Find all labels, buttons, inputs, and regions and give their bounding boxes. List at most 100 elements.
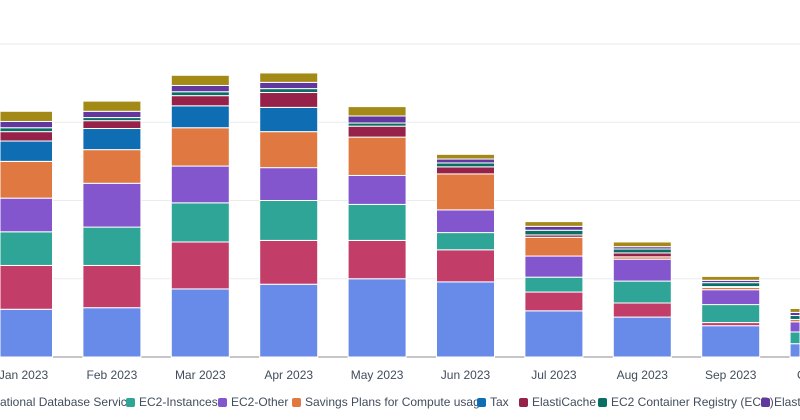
bar-segment	[0, 264, 53, 310]
legend-marker	[218, 398, 227, 407]
bar-segment	[436, 232, 495, 251]
bar-segment	[701, 275, 761, 281]
bar-segment	[347, 106, 407, 117]
bar-segment	[436, 281, 495, 358]
bar-segment	[612, 302, 672, 318]
bar-segment	[612, 241, 672, 248]
bar-segment	[612, 258, 672, 282]
bar-segment	[259, 81, 319, 90]
bar-segment	[170, 84, 230, 93]
bar-segment	[524, 236, 584, 257]
x-tick-label: Sep 2023	[705, 368, 757, 382]
bar-segment	[170, 165, 230, 204]
bar-segment	[436, 166, 495, 175]
x-tick-label: May 2023	[351, 368, 404, 382]
legend-label: Elasti	[774, 395, 800, 409]
bar-segment	[701, 325, 761, 358]
bar-segment	[347, 239, 407, 280]
bar-segment	[347, 136, 407, 176]
x-tick-label: Jan 2023	[0, 368, 49, 382]
bar-segment	[82, 264, 142, 309]
bar-segment	[170, 241, 230, 290]
legend-marker	[477, 398, 486, 407]
bar-segment	[170, 95, 230, 107]
bar-segment	[82, 149, 142, 184]
bar-segment	[82, 100, 142, 112]
bar-segment	[524, 229, 584, 236]
bar-segment	[436, 153, 495, 160]
bar-segment	[789, 315, 800, 320]
bar-segment	[259, 72, 319, 83]
legend-marker	[598, 398, 607, 407]
x-tick-label: Apr 2023	[264, 368, 313, 382]
bar-segment	[0, 120, 53, 129]
bar-segment	[170, 127, 230, 167]
bar-segment	[0, 131, 53, 142]
bar-segment	[436, 173, 495, 211]
bar-segment	[789, 331, 800, 345]
bar-segment	[612, 252, 672, 258]
bar-segment	[259, 88, 319, 94]
bar-segment	[436, 162, 495, 168]
bar-segment	[259, 106, 319, 133]
legend-label: EC2-Other	[231, 395, 288, 409]
bar-segment	[170, 288, 230, 358]
legend-marker	[761, 398, 770, 407]
bar-segment	[524, 255, 584, 278]
bar-segment	[612, 248, 672, 254]
bar-segment	[0, 231, 53, 266]
legend-label: Tax	[490, 395, 509, 409]
bar-segment	[259, 283, 319, 358]
bar-segment	[259, 92, 319, 108]
legend-label: EC2 Container Registry (ECR)	[611, 395, 774, 409]
bar-segment	[612, 316, 672, 358]
bar-segment	[789, 321, 800, 333]
bar-segment	[82, 128, 142, 151]
x-tick-label: Mar 2023	[175, 368, 226, 382]
bar-segment	[82, 226, 142, 266]
bar-segment	[347, 278, 407, 358]
bar-segment	[347, 115, 407, 124]
bar-segment	[701, 289, 761, 306]
x-tick-label: O	[797, 368, 800, 382]
bar-segment	[789, 307, 800, 313]
bar-segment	[524, 291, 584, 312]
x-tick-label: Jun 2023	[441, 368, 491, 382]
bar-segment	[0, 140, 53, 162]
bar-segment	[347, 203, 407, 241]
bar-segment	[170, 91, 230, 97]
bar-segment	[524, 276, 584, 293]
bar-segment	[82, 182, 142, 228]
bar-segment	[436, 209, 495, 234]
bar-segment	[436, 249, 495, 283]
bar-segment	[259, 131, 319, 169]
bar-segment	[789, 343, 800, 358]
bar-segment	[82, 307, 142, 358]
bar-segment	[259, 200, 319, 241]
x-tick-label: Jul 2023	[531, 368, 577, 382]
bar-segment	[701, 304, 761, 324]
bar-segment	[701, 282, 761, 288]
bar-segment	[259, 167, 319, 201]
bar-segment	[259, 239, 319, 285]
bar-segment	[524, 310, 584, 358]
bar-segment	[612, 280, 672, 304]
bar-segment	[170, 74, 230, 86]
bar-segment	[170, 105, 230, 129]
legend-label: Savings Plans for Compute usage	[305, 395, 487, 409]
bar-segment	[436, 158, 495, 164]
bar-segment	[0, 110, 53, 122]
x-tick-label: Aug 2023	[617, 368, 669, 382]
bar-segment	[524, 221, 584, 227]
x-tick-label: Feb 2023	[87, 368, 138, 382]
legend-marker	[519, 398, 528, 407]
bar-segment	[347, 125, 407, 138]
legend-marker	[292, 398, 301, 407]
bar-segment	[0, 160, 53, 199]
bar-segment	[82, 120, 142, 130]
legend-label: ElastiCache	[532, 395, 596, 409]
bar-segment	[0, 308, 53, 358]
bar-segment	[0, 127, 53, 133]
